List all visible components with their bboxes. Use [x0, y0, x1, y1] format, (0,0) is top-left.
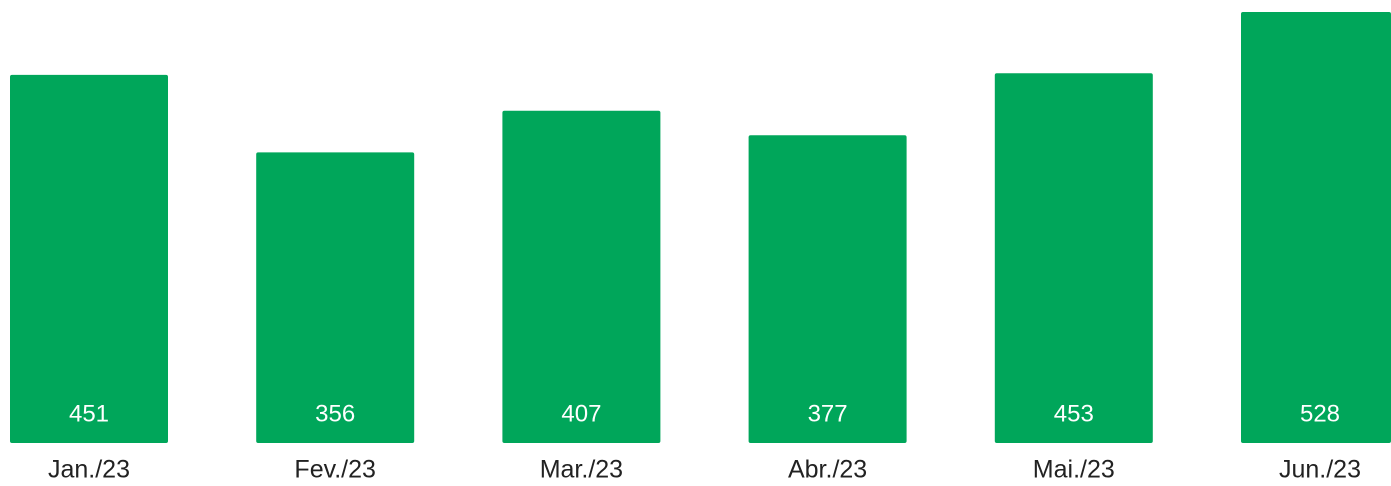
bar [502, 110, 661, 443]
x-tick-label: Fev./23 [294, 456, 376, 484]
value-label: 356 [315, 400, 355, 427]
bar [256, 152, 415, 443]
value-label: 451 [69, 400, 109, 427]
value-label: 453 [1054, 400, 1094, 427]
x-tick-label: Mar./23 [540, 456, 623, 484]
value-label: 407 [561, 400, 601, 427]
x-tick-label: Jan./23 [48, 456, 130, 484]
bar [748, 135, 907, 444]
value-label: 528 [1300, 400, 1340, 427]
bar [10, 74, 168, 444]
bar [1241, 12, 1391, 443]
x-tick-label: Mai./23 [1033, 456, 1115, 484]
value-label: 377 [808, 400, 848, 427]
x-tick-label: Jun./23 [1279, 456, 1361, 484]
bar [994, 73, 1153, 443]
x-tick-label: Abr./23 [788, 456, 867, 484]
